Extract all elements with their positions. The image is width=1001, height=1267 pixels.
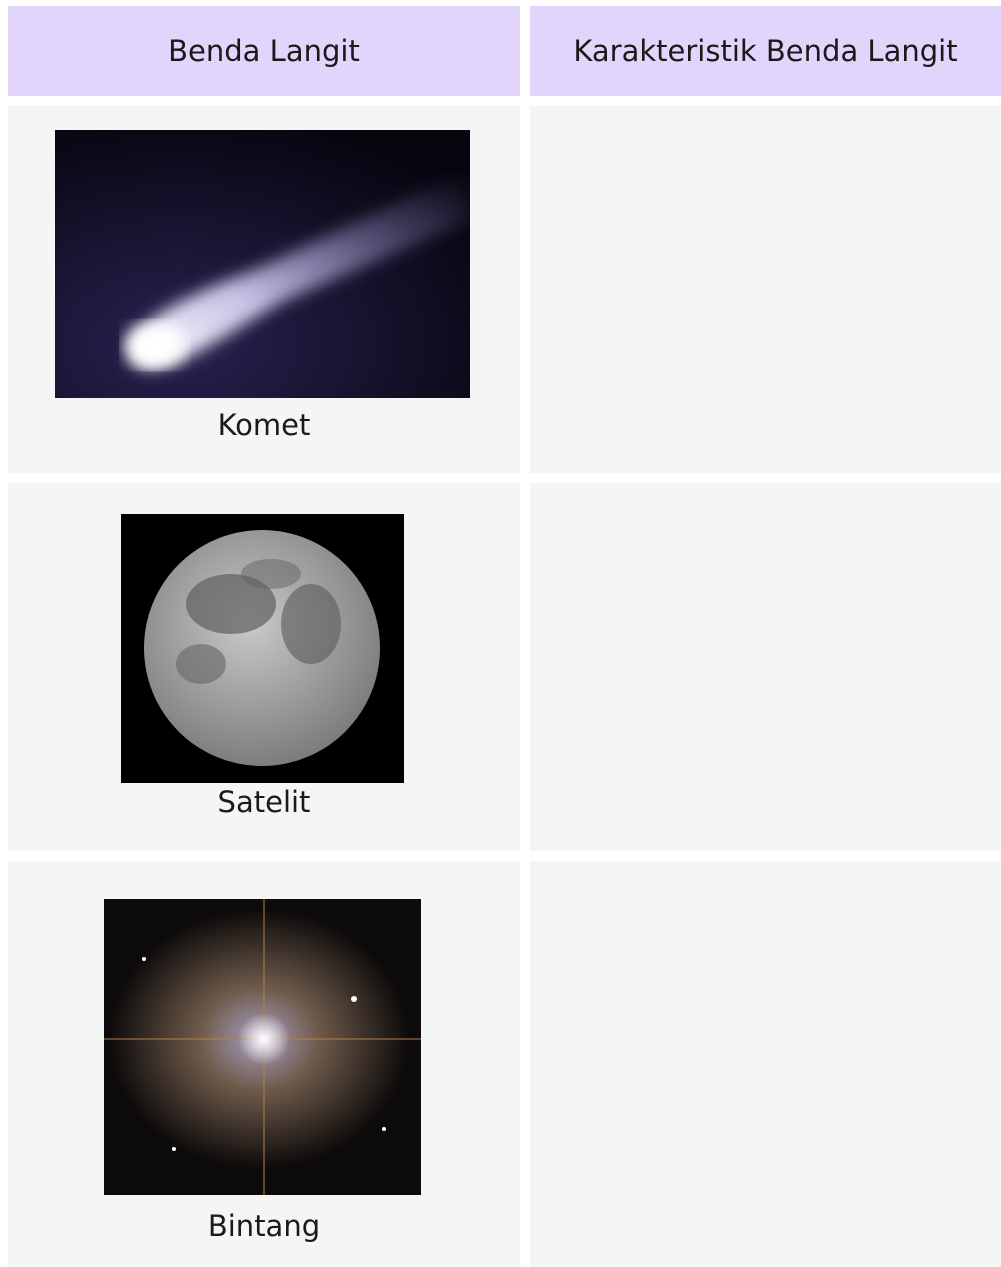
table-cell (530, 483, 1001, 851)
table-cell (530, 861, 1001, 1267)
page: Benda Langit Karakteristik Benda Langit … (0, 0, 1001, 1267)
object-label: Bintang (8, 1209, 520, 1243)
header-text: Benda Langit (168, 34, 360, 68)
table-cell: Komet (8, 106, 520, 473)
moon-image (121, 514, 404, 783)
header-cell: Karakteristik Benda Langit (530, 6, 1001, 96)
table-cell (530, 106, 1001, 473)
header-text: Karakteristik Benda Langit (573, 34, 957, 68)
star-image (104, 899, 421, 1195)
object-label: Komet (8, 408, 520, 442)
table-cell: Satelit (8, 483, 520, 851)
comet-image (55, 130, 470, 398)
header-cell: Benda Langit (8, 6, 520, 96)
table-cell: Bintang (8, 861, 520, 1267)
object-label: Satelit (8, 785, 520, 819)
